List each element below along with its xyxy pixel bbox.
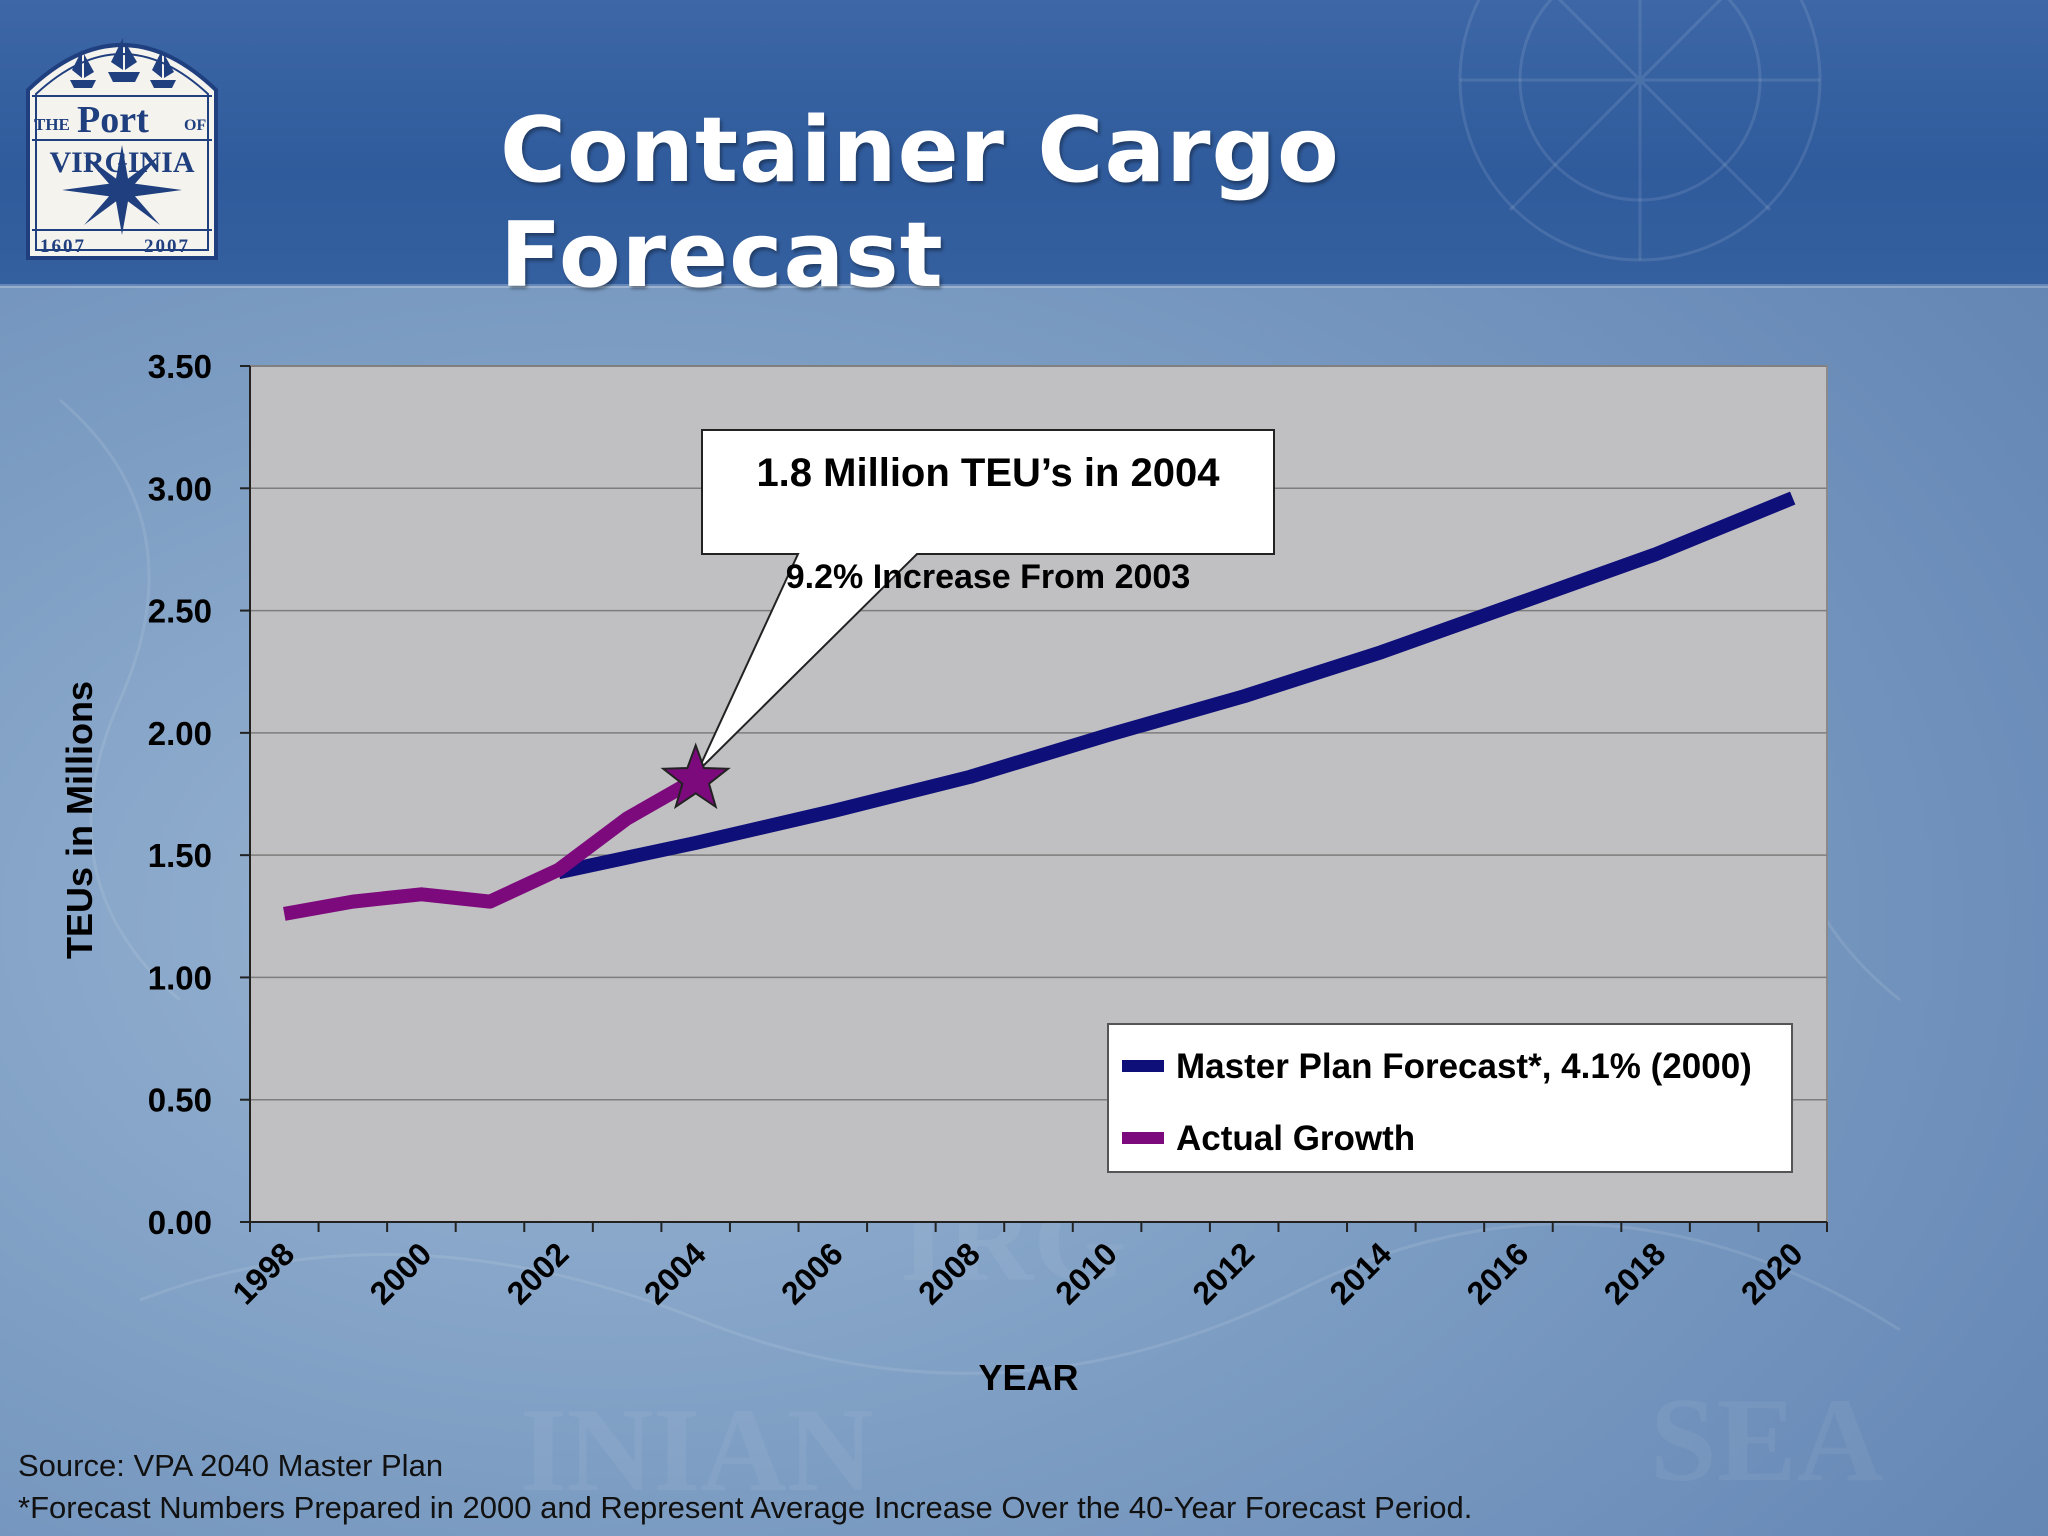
y-tick-label: 1.50 bbox=[148, 837, 212, 874]
legend-box bbox=[1107, 1023, 1793, 1173]
data-point bbox=[1516, 601, 1520, 605]
x-tick-label: 2012 bbox=[1185, 1235, 1261, 1311]
x-tick-label: 2016 bbox=[1460, 1235, 1536, 1311]
y-tick-label: 3.00 bbox=[148, 470, 212, 507]
footer-note: *Forecast Numbers Prepared in 2000 and R… bbox=[18, 1490, 1473, 1525]
data-point bbox=[419, 892, 423, 896]
legend-label: Actual Growth bbox=[1176, 1119, 1415, 1158]
x-tick-label: 2008 bbox=[911, 1235, 987, 1311]
y-tick-label: 3.50 bbox=[148, 348, 212, 385]
logo-text-of: OF bbox=[184, 117, 206, 134]
data-point bbox=[488, 900, 492, 904]
compass-rose-icon bbox=[62, 145, 182, 235]
slide-header bbox=[0, 0, 2048, 286]
x-axis-title: YEAR bbox=[978, 1357, 1078, 1398]
slide-title: Container Cargo Forecast bbox=[500, 98, 1340, 308]
data-point bbox=[1242, 694, 1246, 698]
x-tick-label: 2014 bbox=[1322, 1235, 1398, 1311]
data-point bbox=[1105, 733, 1109, 737]
data-point bbox=[968, 775, 972, 779]
x-tick-label: 2010 bbox=[1048, 1235, 1124, 1311]
data-point bbox=[625, 816, 629, 820]
logo-year-left: 1607 bbox=[40, 236, 86, 257]
ships-icon bbox=[70, 38, 176, 88]
x-tick-label: 2000 bbox=[363, 1235, 439, 1311]
star-icon bbox=[660, 742, 731, 810]
y-tick-label: 1.00 bbox=[148, 959, 212, 996]
data-point bbox=[694, 841, 698, 845]
x-tick-label: 1998 bbox=[225, 1235, 301, 1311]
data-point bbox=[831, 809, 835, 813]
annotation-headline: 1.8 Million TEU’s in 2004 bbox=[756, 451, 1220, 495]
y-tick-label: 2.50 bbox=[148, 593, 212, 630]
port-of-virginia-logo: THE Port OF VIRGINIA 1607 2007 bbox=[22, 20, 222, 260]
actual-growth-series-line bbox=[283, 773, 700, 921]
data-point bbox=[1654, 552, 1658, 556]
data-point bbox=[557, 868, 561, 872]
logo-year-right: 2007 bbox=[144, 236, 190, 257]
data-point bbox=[351, 900, 355, 904]
logo-text-port: Port bbox=[77, 99, 149, 141]
legend-label: Master Plan Forecast*, 4.1% (2000) bbox=[1176, 1047, 1752, 1086]
y-axis-title: TEUs in Millions bbox=[59, 681, 100, 959]
x-tick-label: 2004 bbox=[637, 1235, 713, 1311]
logo-text-virginia: VIRGINIA bbox=[49, 146, 194, 179]
forecast-series-line bbox=[557, 491, 1796, 880]
y-tick-label: 0.50 bbox=[148, 1082, 212, 1119]
x-tick-label: 2020 bbox=[1734, 1235, 1810, 1311]
data-point bbox=[1791, 496, 1795, 500]
header-divider bbox=[0, 284, 2048, 288]
y-tick-label: 2.00 bbox=[148, 715, 212, 752]
x-tick-label: 2002 bbox=[500, 1235, 576, 1311]
logo-text-the: THE bbox=[34, 115, 70, 134]
x-tick-label: 2018 bbox=[1597, 1235, 1673, 1311]
x-tick-label: 2006 bbox=[774, 1235, 850, 1311]
data-point bbox=[1379, 650, 1383, 654]
y-tick-label: 0.00 bbox=[148, 1204, 212, 1241]
annotation-subtext: 9.2% Increase From 2003 bbox=[786, 558, 1190, 596]
footer-source: Source: VPA 2040 Master Plan bbox=[18, 1448, 444, 1483]
data-point bbox=[282, 912, 286, 916]
